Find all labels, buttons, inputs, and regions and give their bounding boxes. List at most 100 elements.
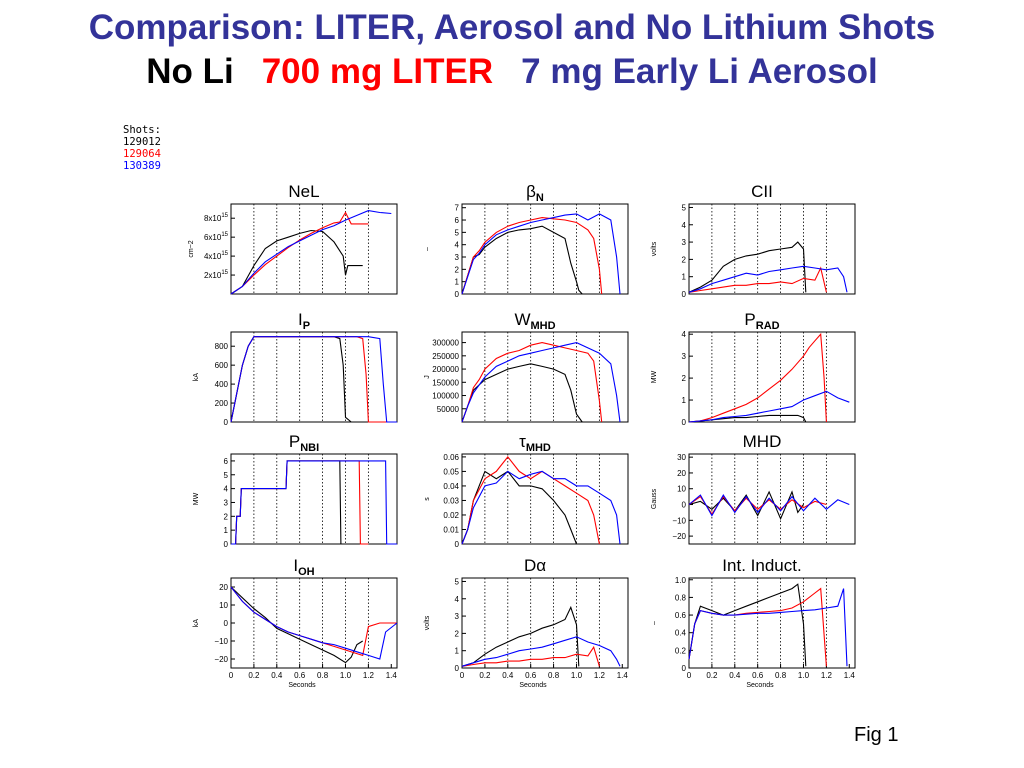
series-line-2 [688,265,848,293]
y-tick-label: 1 [682,273,687,282]
plot-frame [461,453,629,545]
series-line-2 [461,636,621,667]
x-tick-label: 0.2 [479,671,491,680]
panel-title: WMHD [514,310,555,332]
y-tick-label: −20 [672,532,686,541]
x-tick-label: 0.2 [706,671,718,680]
series-line-1 [688,495,827,516]
series-line-1 [230,586,397,657]
x-tick-label: 0.8 [548,671,560,680]
y-tick-label: 0 [455,290,460,299]
series-line-0 [230,586,363,664]
x-tick-label: 0.4 [502,671,514,680]
x-axis-label: Seconds [288,682,316,689]
y-axis-label: – [651,621,658,625]
y-tick-label: 6x1015 [204,232,229,242]
series-line-2 [461,470,621,545]
y-tick-label: 0 [224,418,229,427]
y-tick-label: 0.8 [675,593,687,602]
subtitle-no-li: No Li [146,52,234,91]
y-tick-label: 0.2 [675,646,687,655]
y-axis-label: J [424,375,431,379]
y-tick-label: 0 [682,501,687,510]
panel-10: 0 1 2 3 4 5 volts 0 0.2 0.4 0.6 0.8 1.0 1.2 1.4 Seconds… [424,556,629,689]
series-line-0 [461,225,583,295]
x-tick-label: 0.6 [525,671,537,680]
x-axis-label: Seconds [519,682,547,689]
y-tick-label: 3 [455,612,460,621]
y-tick-label: 4x1015 [204,251,229,261]
series-line-0 [230,229,363,295]
panel-8: −20 −10 0 10 20 30 Gauss MHD [651,432,856,545]
y-tick-label: 0.6 [675,611,687,620]
panel-5: 0 1 2 3 4 MW PRAD [651,310,856,427]
x-tick-label: 0.4 [729,671,741,680]
y-axis-label: kA [193,373,200,382]
series-line-1 [688,332,827,423]
y-tick-label: 2 [682,374,687,383]
y-tick-label: 6 [224,457,229,466]
y-tick-label: 100000 [432,392,459,401]
y-tick-label: 600 [215,361,229,370]
panel-3: 0 200 400 600 800 kA IP [193,310,398,427]
y-axis-label: s [424,497,431,501]
y-tick-label: 400 [215,380,229,389]
panel-11: 0 0.2 0.4 0.6 0.8 1.0 – 0 0.2 0.4 0.6 0.8 1.0 1.2 1.4 S… [651,556,856,689]
x-tick-label: 1.2 [363,671,375,680]
x-tick-label: 0.8 [775,671,787,680]
x-axis-label: Seconds [746,682,774,689]
y-axis-label: kA [193,619,200,628]
y-tick-label: 5 [455,577,460,586]
series-line-2 [230,210,392,295]
panel-2: 0 1 2 3 4 5 volts CII [651,182,856,299]
panel-0: 2x1015 4x1015 6x1015 8x1015 cm−2 NeL [188,182,398,295]
y-tick-label: −10 [214,637,228,646]
y-tick-label: 1 [224,526,229,535]
y-tick-label: 1 [455,278,460,287]
panel-4: 50000 100000 150000 200000 250000 300000 J WMHD [424,310,629,423]
x-tick-label: 0.6 [294,671,306,680]
legend-title: Shots: [123,124,161,136]
y-tick-label: 2 [455,265,460,274]
series-line-2 [688,588,848,667]
y-tick-label: 2 [224,512,229,521]
y-tick-label: 0 [682,290,687,299]
series-line-1 [230,211,369,295]
panel-7: 0 0.01 0.02 0.03 0.04 0.05 0.06 s τMHD [424,432,629,549]
y-tick-label: 800 [215,342,229,351]
series-line-2 [461,213,621,295]
y-tick-label: 0 [455,540,460,549]
y-tick-label: 5 [455,228,460,237]
legend-item: 129064 [123,148,161,160]
x-tick-label: 1.0 [340,671,352,680]
series-line-1 [230,336,397,423]
y-tick-label: 8x1015 [204,213,229,223]
y-tick-label: 200000 [432,365,459,374]
y-axis-label: Gauss [651,488,658,509]
y-tick-label: 20 [219,583,228,592]
x-tick-label: 1.0 [798,671,810,680]
y-tick-label: 30 [677,453,686,462]
shots-legend: Shots: 129012 129064 130389 [123,124,161,172]
y-tick-label: 0.04 [443,482,459,491]
y-tick-label: 5 [224,471,229,480]
y-tick-label: 2 [682,255,687,264]
legend-item: 129012 [123,136,161,148]
series-line-0 [461,363,583,423]
panel-title: MHD [743,432,782,451]
y-tick-label: 10 [677,485,686,494]
y-axis-label: – [424,247,431,251]
y-tick-label: 4 [224,485,229,494]
y-tick-label: 1.0 [675,576,687,585]
x-tick-label: 0.6 [752,671,764,680]
panel-title: PRAD [744,310,779,332]
x-tick-label: 0.4 [271,671,283,680]
x-tick-label: 1.2 [821,671,833,680]
x-tick-label: 1.4 [617,671,629,680]
panel-title: Dα [524,556,546,575]
x-tick-label: 1.0 [571,671,583,680]
panel-6: 0 1 2 3 4 5 6 MW PNBI [193,432,398,549]
panel-title: βN [526,182,544,204]
y-axis-label: MW [651,370,658,383]
slide-title: Comparison: LITER, Aerosol and No Lithiu… [88,8,936,47]
